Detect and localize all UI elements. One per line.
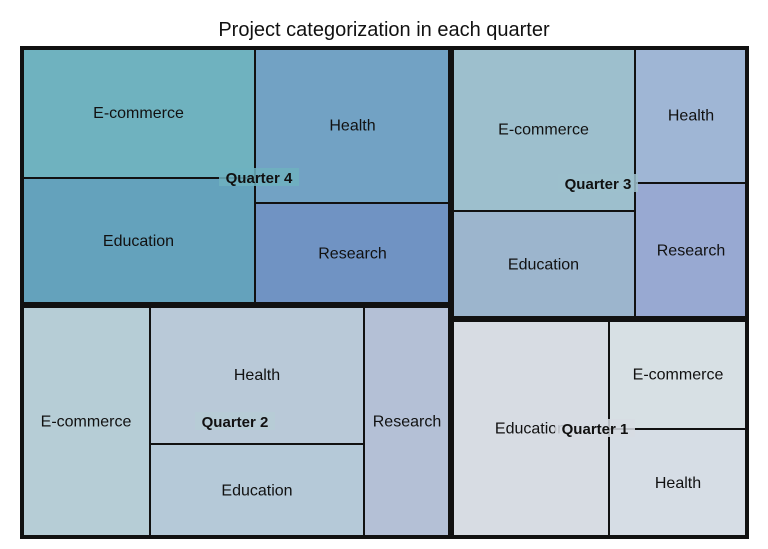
group-border — [450, 318, 749, 539]
cell-label: Research — [318, 246, 386, 263]
chart-title: Project categorization in each quarter — [218, 19, 550, 41]
group-label-bg — [558, 174, 638, 192]
cell-label: E-commerce — [41, 414, 132, 431]
cell-label: Research — [657, 243, 725, 260]
group-label: Quarter 1 — [562, 421, 629, 438]
group-label: Quarter 2 — [202, 414, 269, 431]
cell-label: Education — [221, 483, 292, 500]
treemap-cell-research — [363, 305, 451, 538]
group-label-bg — [219, 168, 299, 186]
group-label-bg — [555, 419, 635, 437]
cell-label: Education — [508, 257, 579, 274]
cell-label: Education — [495, 421, 566, 438]
cell-label: E-commerce — [633, 367, 724, 384]
treemap-cell-research — [634, 182, 748, 319]
group-label: Quarter 4 — [226, 170, 293, 187]
cell-label: Health — [329, 118, 375, 135]
cell-label: Research — [373, 414, 441, 431]
cell-label: Health — [655, 475, 701, 492]
group-quarter-4: E-commerce Education Health Research Quarter… — [20, 46, 452, 306]
cell-label: Education — [103, 233, 174, 250]
cell-label: Health — [668, 108, 714, 125]
group-label: Quarter 3 — [565, 176, 632, 193]
treemap-cell-health — [608, 428, 748, 538]
cell-label: Health — [234, 367, 280, 384]
treemap-cell-health — [634, 47, 748, 184]
treemap-cell-education — [149, 443, 365, 538]
group-quarter-2: E-commerce Health Education Research Quarter… — [20, 304, 452, 539]
group-label-bg — [195, 412, 275, 430]
group-quarter-3: E-commerce Education Health Research Quarter… — [450, 46, 749, 320]
cell-label: E-commerce — [93, 105, 184, 122]
cell-label: E-commerce — [498, 122, 589, 139]
group-quarter-1: Education E-commerce Health Quarter 1 — [450, 318, 749, 539]
